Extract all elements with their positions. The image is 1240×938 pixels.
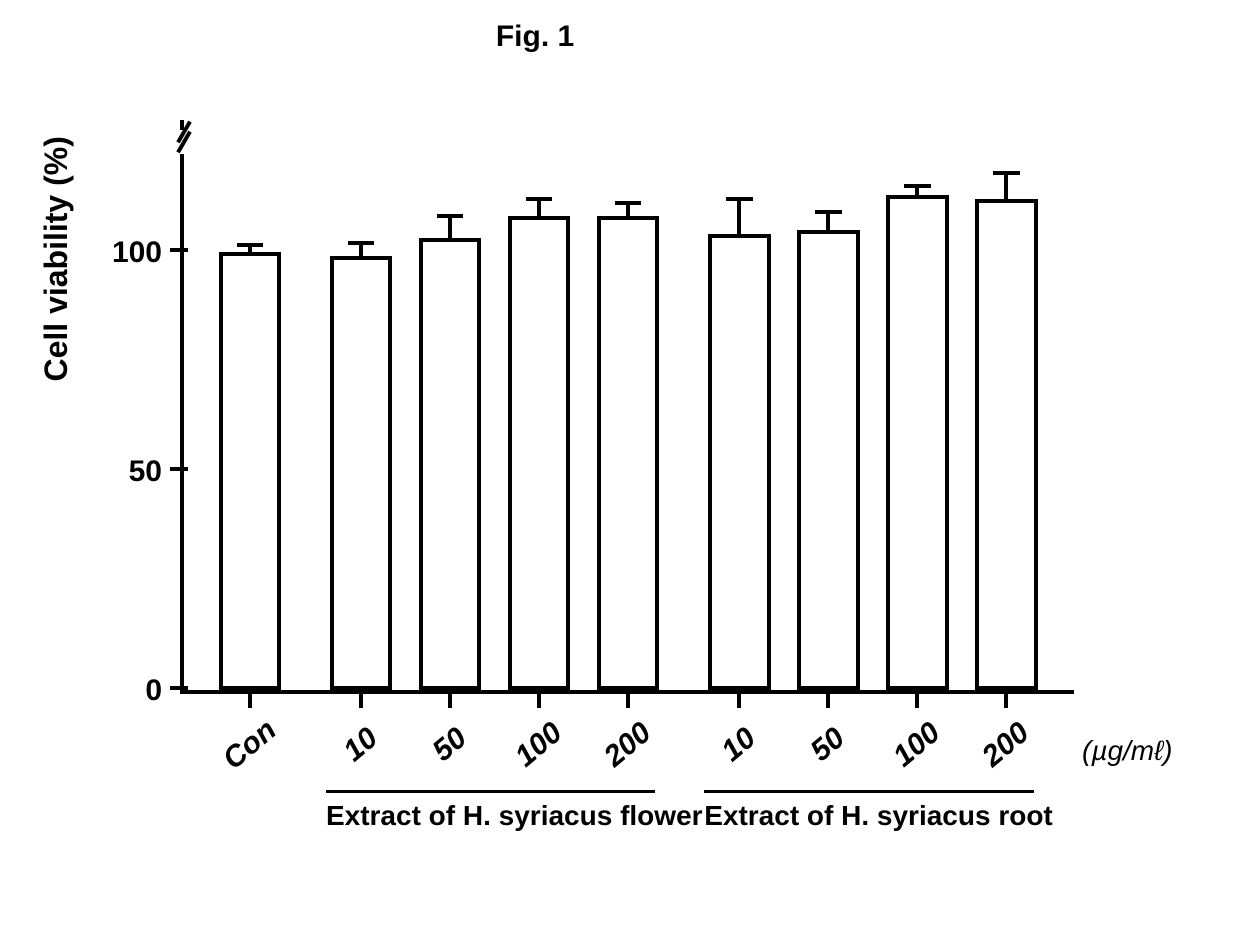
x-tick-label: 10 bbox=[716, 721, 763, 768]
x-tick-label: 50 bbox=[805, 721, 852, 768]
group-underline bbox=[326, 790, 655, 793]
x-tick-label: 100 bbox=[887, 716, 947, 774]
x-tick-mark bbox=[537, 690, 541, 708]
group-underline bbox=[704, 790, 1033, 793]
bars-layer bbox=[184, 120, 1074, 690]
x-tick-mark bbox=[737, 690, 741, 708]
error-bar bbox=[826, 212, 830, 230]
x-tick-mark bbox=[826, 690, 830, 708]
y-tick-label: 50 bbox=[129, 455, 162, 489]
y-tick-label: 0 bbox=[145, 674, 162, 708]
tick-mark bbox=[170, 467, 188, 471]
error-bar-cap bbox=[526, 197, 553, 201]
y-tick-label: 100 bbox=[112, 236, 162, 270]
bar bbox=[330, 256, 392, 690]
x-tick-mark bbox=[248, 690, 252, 708]
x-tick-mark bbox=[915, 690, 919, 708]
x-tick-label: 100 bbox=[509, 716, 569, 774]
bar bbox=[708, 234, 770, 690]
error-bar bbox=[1004, 173, 1008, 199]
figure-container: Fig. 1 Cell viability (%) 050100 Con1050… bbox=[0, 0, 1240, 938]
x-tick-mark bbox=[1004, 690, 1008, 708]
figure-title: Fig. 1 bbox=[0, 20, 1070, 54]
bar bbox=[219, 252, 281, 690]
group-label: Extract of H. syriacus root bbox=[704, 800, 1033, 832]
tick-mark bbox=[170, 248, 188, 252]
error-bar-cap bbox=[437, 214, 464, 218]
bar bbox=[597, 216, 659, 690]
x-tick-mark bbox=[626, 690, 630, 708]
error-bar-cap bbox=[726, 197, 753, 201]
bar bbox=[797, 230, 859, 690]
error-bar-cap bbox=[815, 210, 842, 214]
bar bbox=[419, 238, 481, 690]
tick-mark bbox=[170, 686, 188, 690]
x-tick-label: Con bbox=[217, 713, 284, 777]
error-bar-cap bbox=[237, 243, 264, 247]
x-tick-mark bbox=[359, 690, 363, 708]
x-tick-label: 10 bbox=[337, 721, 384, 768]
error-bar-cap bbox=[615, 201, 642, 205]
bar bbox=[508, 216, 570, 690]
plot-area: 050100 Con10501002001050100200 bbox=[180, 120, 1074, 694]
x-tick-label: 200 bbox=[976, 716, 1036, 774]
group-label: Extract of H. syriacus flower bbox=[326, 800, 655, 832]
x-tick-label: 50 bbox=[426, 721, 473, 768]
x-tick-mark bbox=[448, 690, 452, 708]
error-bar bbox=[537, 199, 541, 217]
bar bbox=[886, 195, 948, 690]
error-bar-cap bbox=[904, 184, 931, 188]
error-bar bbox=[448, 216, 452, 238]
bar bbox=[975, 199, 1037, 690]
y-axis-break-icon bbox=[176, 130, 192, 154]
error-bar bbox=[737, 199, 741, 234]
error-bar-cap bbox=[348, 241, 375, 245]
error-bar-cap bbox=[993, 171, 1020, 175]
y-axis-label: Cell viability (%) bbox=[38, 136, 75, 381]
x-axis-unit: (µg/mℓ) bbox=[1082, 735, 1173, 767]
x-tick-label: 200 bbox=[598, 716, 658, 774]
